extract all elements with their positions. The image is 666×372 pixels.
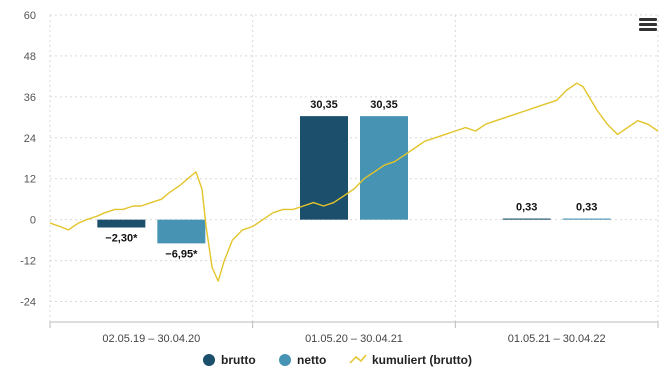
legend-swatch-kumuliert	[349, 354, 367, 364]
legend: brutto netto kumuliert (brutto)	[203, 353, 472, 367]
y-tick-label: 12	[24, 174, 36, 186]
x-category-label: 02.05.19 – 30.04.20	[102, 333, 200, 345]
y-tick-label: 0	[30, 215, 36, 227]
bar-brutto	[300, 116, 348, 220]
y-axis-ticks: 60 48 36 24 12 0 -12 -24	[20, 10, 36, 309]
y-tick-label: 48	[24, 51, 36, 63]
y-tick-label: 60	[24, 10, 36, 22]
data-label: −2,30*	[105, 233, 138, 245]
data-label: 30,35	[310, 99, 338, 111]
grid-lines	[49, 14, 659, 328]
data-label: 0,33	[576, 202, 597, 214]
legend-label-netto: netto	[297, 353, 326, 367]
legend-label-kumuliert: kumuliert (brutto)	[372, 353, 472, 367]
data-label: 0,33	[516, 202, 537, 214]
line-kumuliert	[49, 82, 659, 282]
bar-brutto	[502, 218, 551, 220]
data-label: 30,35	[370, 99, 398, 111]
bar-netto	[360, 116, 408, 220]
bars	[97, 116, 611, 244]
legend-label-brutto: brutto	[221, 353, 256, 367]
cumulative-line	[49, 82, 659, 282]
y-tick-label: 24	[24, 133, 36, 145]
data-label: −6,95*	[165, 248, 198, 260]
bar-brutto	[97, 219, 146, 228]
bar-netto	[157, 219, 206, 244]
legend-swatch-netto	[279, 354, 291, 366]
y-tick-label: -24	[20, 297, 36, 309]
hamburger-menu-icon[interactable]	[639, 18, 657, 32]
legend-swatch-brutto	[203, 354, 215, 366]
x-category-label: 01.05.21 – 30.04.22	[508, 333, 606, 345]
data-labels: −2,30* 30,35 0,33 −6,95* 30,35 0,33	[105, 99, 597, 260]
y-tick-label: 36	[24, 92, 36, 104]
x-axis-categories: 02.05.19 – 30.04.20 01.05.20 – 30.04.21 01…	[102, 333, 605, 345]
y-tick-label: -12	[20, 256, 36, 268]
x-category-label: 01.05.20 – 30.04.21	[305, 333, 403, 345]
bar-netto	[562, 218, 611, 220]
